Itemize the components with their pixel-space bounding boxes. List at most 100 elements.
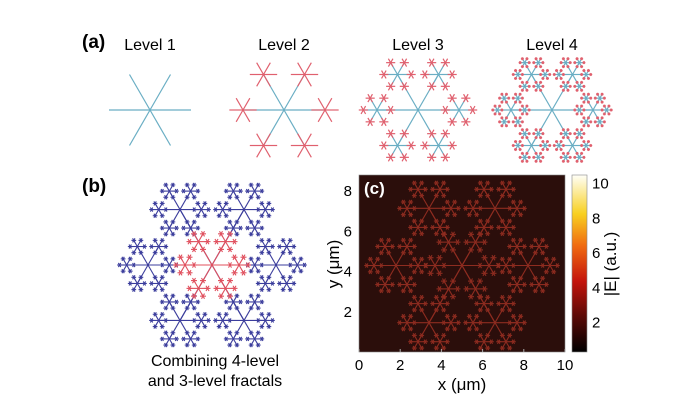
fractal-branch [553, 269, 556, 273]
fractal-branch [583, 155, 586, 158]
fractal-branch [443, 218, 446, 222]
fractal-branch [567, 159, 570, 162]
fractal-branch [175, 262, 178, 266]
fractal-branch [268, 201, 271, 204]
fractal-branch [519, 124, 522, 127]
fractal-branch [129, 268, 132, 272]
fractal-branch [487, 332, 490, 336]
fractal-branch [587, 100, 590, 103]
fractal-branch [403, 82, 408, 87]
fractal-branch [546, 68, 549, 71]
fractal-branch [519, 132, 522, 134]
fractal-branch [505, 92, 508, 95]
fractal-branch [403, 133, 408, 138]
fractal-branch [149, 74, 172, 111]
fractal-branch [282, 287, 285, 290]
fractal-branch [197, 336, 200, 340]
fractal-branch [387, 157, 392, 162]
fractal-branch [505, 116, 508, 119]
fractal-branch [268, 311, 271, 315]
fractal-branch [202, 293, 205, 297]
fractal-branch [383, 74, 387, 79]
fractal-branch [542, 237, 545, 241]
fractal-branch [505, 100, 508, 103]
fractal-branch [140, 250, 143, 253]
fractal-branch [383, 93, 387, 99]
fractal-branch [463, 117, 467, 123]
fractal-branch [410, 186, 413, 190]
fractal-branch [528, 155, 531, 158]
fractal-branch [216, 238, 219, 242]
fractal-branch [576, 112, 579, 115]
fractal-branch [381, 117, 385, 123]
fractal-branch [435, 332, 439, 336]
fractal-branch [262, 62, 271, 75]
fractal-branch [487, 345, 490, 349]
fractal-branch [399, 205, 402, 209]
fractal-branch [236, 231, 239, 235]
fractal-branch [256, 62, 265, 75]
fractal-branch [526, 104, 529, 107]
fractal-branch [581, 128, 583, 131]
fractal-branch [390, 105, 394, 111]
fractal-branch [499, 104, 501, 107]
fractal-branch [257, 244, 260, 247]
fractal-branch [197, 213, 200, 217]
fractal-branch [193, 293, 196, 297]
fractal-branch [519, 100, 522, 103]
fractal-branch [542, 147, 545, 150]
fractal-branch [583, 61, 586, 63]
fractal-branch [402, 199, 406, 203]
fractal-branch [151, 318, 154, 321]
fractal-branch [501, 307, 505, 311]
fractal-branch [540, 143, 542, 146]
fractal-branch [369, 97, 373, 103]
fractal-branch [509, 244, 512, 247]
fractal-branch [410, 288, 413, 292]
fractal-branch [476, 326, 479, 330]
fractal-branch [603, 120, 606, 123]
fractal-branch [410, 301, 413, 304]
fractal-branch [133, 262, 136, 266]
fractal-branch [449, 74, 453, 79]
fractal-branch [172, 256, 175, 260]
fractal-branch [597, 100, 599, 103]
fractal-branch [197, 201, 200, 204]
fractal-branch [399, 282, 402, 285]
fractal-branch [256, 133, 265, 146]
fractal-branch [261, 262, 264, 266]
fractal-branch [133, 287, 136, 290]
fractal-branch [545, 256, 549, 260]
fractal-branch [413, 269, 417, 273]
fractal-branch [380, 263, 384, 266]
fractal-branch [236, 182, 239, 186]
fractal-branch [531, 244, 534, 247]
fractal-branch [509, 332, 512, 336]
fractal-branch [413, 320, 417, 323]
fractal-branch [519, 139, 522, 142]
fractal-branch [229, 293, 232, 297]
fractal-branch [165, 342, 168, 346]
fractal-branch [193, 182, 196, 186]
fractal-branch [583, 139, 586, 142]
fractal-branch [583, 76, 586, 79]
fractal-branch [444, 58, 449, 63]
fractal-branch [424, 225, 428, 228]
fractal-branch [523, 244, 527, 247]
fractal-branch [540, 64, 542, 67]
fractal-branch [362, 109, 367, 115]
combined-fractal [117, 182, 307, 348]
fractal-branch [581, 57, 583, 60]
fractal-branch [229, 342, 232, 346]
fractal-branch [581, 120, 583, 123]
fractal-branch [476, 339, 479, 342]
fractal-branch [261, 201, 264, 204]
fractal-branch [401, 82, 405, 87]
fractal-branch [540, 88, 542, 91]
fractal-branch [535, 88, 538, 91]
fractal-branch [247, 262, 250, 266]
fractal-branch [542, 155, 545, 158]
fractal-branch [383, 70, 387, 75]
fractal-branch [465, 93, 469, 99]
fractal-branch [220, 246, 223, 250]
